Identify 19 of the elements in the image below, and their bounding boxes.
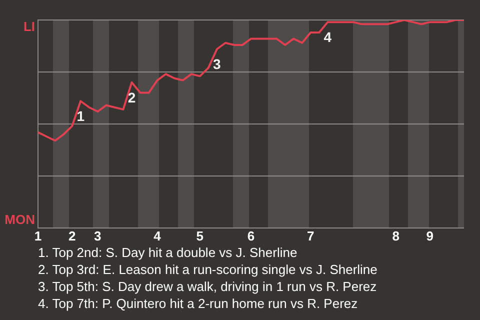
x-tick-label: 8 — [392, 228, 400, 244]
x-tick-label: 1 — [34, 228, 42, 244]
x-tick-label: 4 — [154, 228, 162, 244]
annotation: 3 — [213, 56, 222, 72]
text: 4. Top 7th: P. Quintero hit a 2-run home run vs R. Perez — [38, 295, 359, 312]
x-tick-label: 9 — [426, 228, 434, 244]
annotation: 1 — [76, 108, 85, 124]
annotation: 2 — [128, 89, 136, 106]
text: LI — [23, 19, 35, 34]
annotation: 4 — [324, 28, 332, 45]
x-tick-label: 6 — [247, 228, 255, 244]
text: 1. Top 2nd: S. Day hit a double vs J. Sherline — [38, 244, 298, 261]
text: 3. Top 5th: S. Day drew a walk, driving in 1 run vs R. Perez — [38, 278, 378, 295]
x-tick-label: 2 — [68, 228, 76, 244]
text: MON — [4, 212, 35, 228]
x-tick-label: 3 — [94, 228, 102, 244]
x-tick-label: 5 — [196, 228, 204, 244]
x-tick-label: 7 — [307, 228, 314, 244]
text: 2. Top 3rd: E. Leason hit a run-scoring single vs J. Sherline — [38, 261, 378, 278]
